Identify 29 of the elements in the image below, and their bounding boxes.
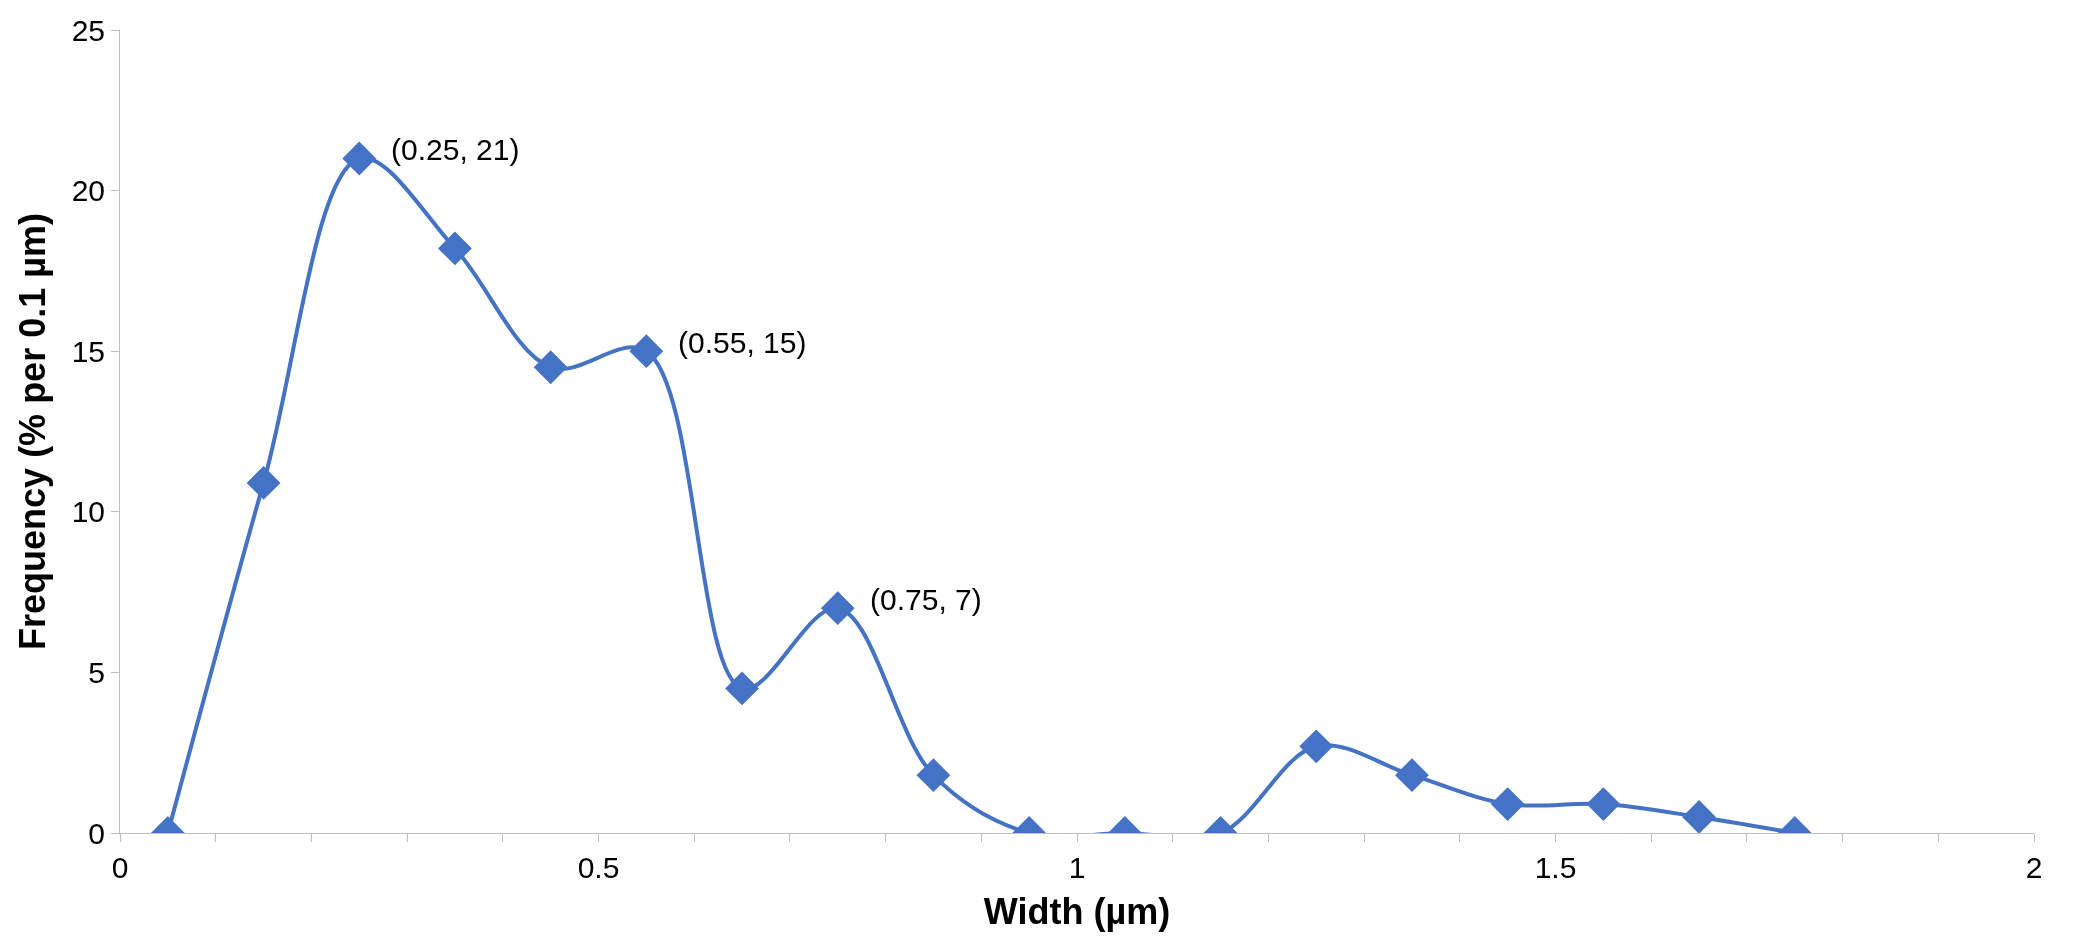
point [1682,800,1716,833]
x-axis-title: Width (µm) [983,890,1171,932]
point [342,141,377,176]
y-tick-label: 25 [71,13,105,47]
annotation: (0.75, 7) [870,583,982,616]
x-tick-label: 0 [111,851,129,884]
point [1490,787,1525,821]
x-tick-label: 2 [2025,851,2043,884]
x-tick-label: 1 [1068,851,1086,884]
y-tick-label: 20 [71,174,105,208]
point [820,591,855,626]
y-tick-label: 15 [71,334,105,368]
annotation: (0.25, 21) [391,133,520,166]
x-tick-label: 1.5 [1534,851,1577,884]
point [629,334,664,369]
point [438,231,472,266]
y-tick-label: 5 [88,655,105,689]
y-axis-title: Frequency (% per 0.1 µm) [11,213,53,650]
annotation: (0.55, 15) [678,326,807,359]
x-tick-label: 0.5 [577,851,620,884]
point [1395,758,1429,793]
point [246,465,281,500]
point [1586,787,1621,821]
point [916,758,951,793]
point [1299,729,1334,764]
point [533,350,568,385]
y-tick-label: 0 [88,816,105,850]
point [725,671,759,706]
y-tick-label: 10 [71,495,105,529]
